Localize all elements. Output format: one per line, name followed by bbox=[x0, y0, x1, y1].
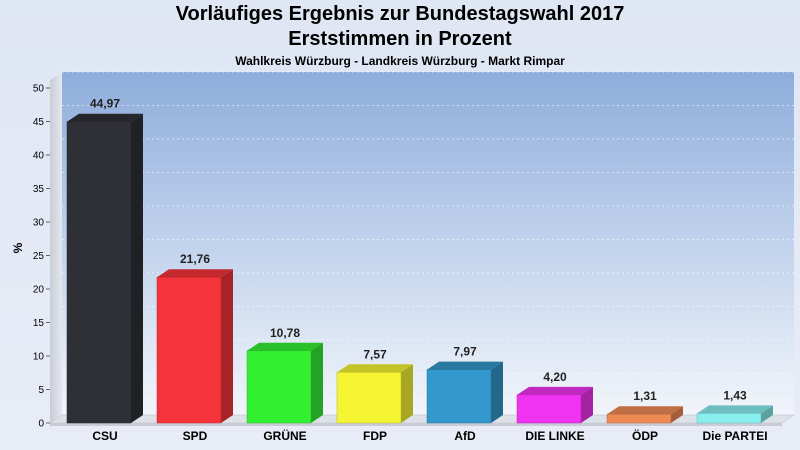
y-tick-label: 50 bbox=[33, 84, 45, 95]
y-tick-label: 25 bbox=[33, 251, 45, 262]
data-label: 7,97 bbox=[453, 345, 477, 359]
bar bbox=[696, 413, 762, 424]
x-tick-label: GRÜNE bbox=[263, 428, 306, 443]
chart-region-subtitle: Wahlkreis Würzburg - Landkreis Würzburg … bbox=[235, 54, 565, 68]
data-label: 10,78 bbox=[270, 326, 300, 340]
data-label: 1,31 bbox=[633, 389, 657, 403]
chart-subtitle: Erststimmen in Prozent bbox=[288, 28, 512, 50]
y-tick-label: 45 bbox=[33, 117, 45, 128]
bar-side bbox=[491, 361, 503, 423]
plot-floor-edge bbox=[50, 423, 782, 426]
chart-title: Vorläufiges Ergebnis zur Bundestagswahl … bbox=[175, 3, 625, 25]
bar-side bbox=[311, 342, 323, 423]
x-tick-label: SPD bbox=[183, 429, 208, 443]
bar bbox=[246, 350, 312, 424]
bar-top bbox=[517, 386, 593, 395]
bar-top bbox=[67, 113, 143, 122]
y-tick-label: 15 bbox=[33, 318, 45, 329]
bar-side bbox=[581, 386, 593, 423]
data-label: 7,57 bbox=[363, 347, 387, 361]
bar-side bbox=[131, 113, 143, 424]
y-tick-label: 10 bbox=[33, 352, 45, 363]
bar bbox=[516, 394, 582, 424]
bar-side bbox=[221, 269, 233, 423]
bar bbox=[66, 121, 132, 424]
x-tick-label: DIE LINKE bbox=[525, 429, 584, 443]
x-tick-label: Die PARTEI bbox=[702, 429, 767, 443]
bar bbox=[336, 372, 402, 424]
data-label: 1,43 bbox=[723, 388, 747, 402]
y-tick-label: 30 bbox=[33, 218, 45, 229]
x-tick-label: AfD bbox=[454, 429, 476, 443]
bar-top bbox=[697, 405, 773, 414]
x-tick-label: ÖDP bbox=[632, 428, 658, 443]
y-tick-label: 20 bbox=[33, 285, 45, 296]
data-label: 44,97 bbox=[90, 97, 120, 111]
y-tick-label: 0 bbox=[38, 419, 44, 430]
y-tick-label: 35 bbox=[33, 184, 45, 195]
data-label: 4,20 bbox=[543, 370, 567, 384]
y-axis-label: % bbox=[11, 242, 25, 253]
x-tick-label: FDP bbox=[363, 429, 387, 443]
bar-side bbox=[761, 405, 773, 423]
y-tick-label: 40 bbox=[33, 151, 45, 162]
x-tick-label: CSU bbox=[92, 429, 117, 443]
plot-side-wall bbox=[50, 72, 62, 423]
bar-top bbox=[247, 342, 323, 351]
bar-top bbox=[607, 406, 683, 415]
data-label: 21,76 bbox=[180, 252, 210, 266]
bar-top bbox=[157, 269, 233, 278]
bar-top bbox=[337, 364, 413, 373]
bar bbox=[156, 276, 222, 424]
y-tick-label: 5 bbox=[38, 385, 44, 396]
bar bbox=[606, 413, 672, 424]
bar-side bbox=[401, 364, 413, 423]
bar bbox=[426, 369, 492, 424]
bar-side bbox=[671, 406, 683, 423]
bar-top bbox=[427, 361, 503, 370]
